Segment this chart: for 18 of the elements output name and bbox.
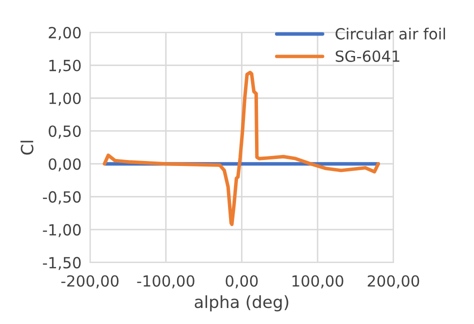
y-tick-label: 1,00 (49, 92, 81, 106)
x-tick-label: -100,00 (137, 275, 194, 288)
line-series (102, 70, 380, 226)
y-axis-title: Cl (20, 140, 34, 155)
x-tick-label: 0,00 (226, 275, 258, 288)
y-tick-label: 2,00 (48, 26, 81, 40)
y-tick-label: -0,50 (42, 191, 81, 204)
y-tick-label: 0,50 (48, 125, 81, 139)
y-tick-label: 1,50 (49, 60, 81, 73)
legend-label: Circular air foil (336, 28, 445, 40)
x-axis-title: alpha (deg) (194, 295, 288, 312)
y-tick-label: 0,00 (48, 158, 81, 172)
x-tick-label: 100,00 (292, 275, 344, 288)
x-tick-label: -200,00 (61, 275, 119, 288)
x-tick-label: 200,00 (368, 275, 420, 288)
y-tick-label: -1,50 (42, 256, 81, 270)
legend-label: SG-6041 (336, 50, 400, 62)
y-tick-label: -1,00 (42, 224, 81, 238)
